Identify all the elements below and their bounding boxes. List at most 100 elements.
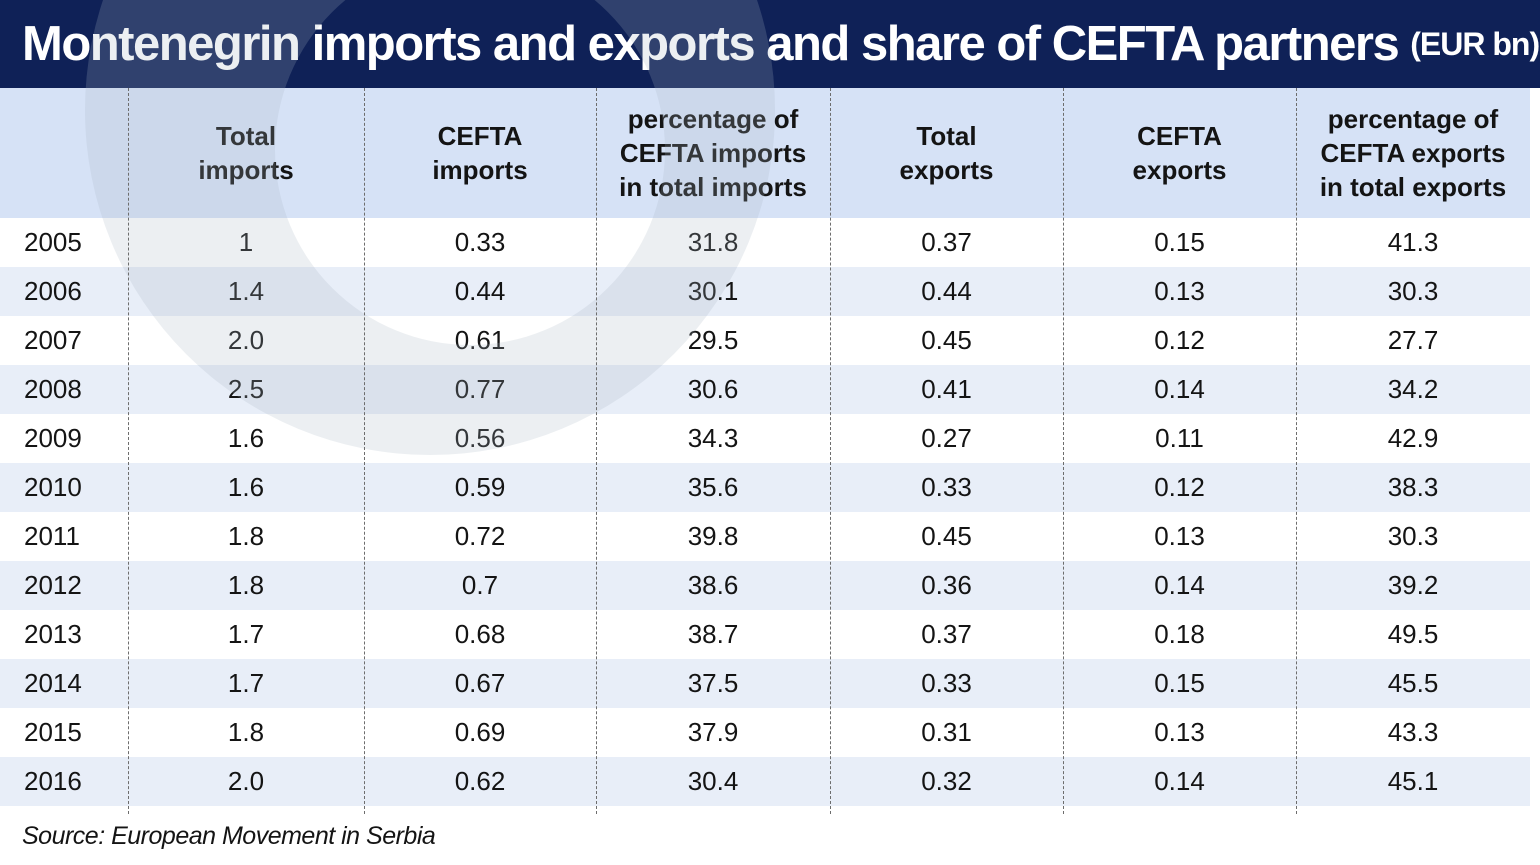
value-cell: 0.61 [454, 325, 506, 355]
value-cell: 30.3 [1387, 276, 1439, 306]
value-cell: 1.8 [227, 717, 265, 747]
table-row: 2012 1.8 0.7 38.6 0.36 0.14 39.2 [0, 561, 1530, 610]
chart-unit: (EUR bn) [1410, 25, 1540, 62]
table-body: 2005 1 0.33 31.8 0.37 0.15 41.3 2006 1.4 0.44 30.1… [0, 218, 1530, 806]
value-cell: 0.59 [454, 472, 506, 502]
value-cell: 0.32 [921, 766, 972, 796]
value-cell: 0.41 [921, 374, 972, 404]
value-cell: 39.2 [1387, 570, 1439, 600]
table-row: 2016 2.0 0.62 30.4 0.32 0.14 45.1 [0, 757, 1530, 806]
column-divider [364, 88, 365, 814]
value-cell: 0.11 [1155, 423, 1204, 453]
value-cell: 38.7 [687, 619, 739, 649]
value-cell: 0.69 [454, 717, 506, 747]
value-cell: 1 [238, 227, 254, 257]
table-row: 2015 1.8 0.69 37.9 0.31 0.13 43.3 [0, 708, 1530, 757]
data-table: Total imports CEFTA imports percentage of … [0, 88, 1530, 806]
value-cell: 42.9 [1387, 423, 1439, 453]
value-cell: 29.5 [687, 325, 739, 355]
year-cell: 2008 [24, 374, 82, 404]
value-cell: 0.37 [921, 619, 972, 649]
value-cell: 0.14 [1154, 374, 1205, 404]
value-cell: 0.44 [454, 276, 506, 306]
source-note: Source: European Movement in Serbia [22, 822, 436, 850]
year-cell: 2005 [24, 227, 82, 257]
value-cell: 0.37 [921, 227, 972, 257]
year-cell: 2013 [24, 619, 82, 649]
header-cell-blank [0, 88, 128, 218]
value-cell: 0.13 [1154, 521, 1205, 551]
value-cell: 37.5 [687, 668, 739, 698]
value-cell: 0.12 [1154, 325, 1205, 355]
value-cell: 49.5 [1387, 619, 1439, 649]
value-cell: 34.2 [1387, 374, 1439, 404]
value-cell: 0.67 [454, 668, 506, 698]
table-row: 2008 2.5 0.77 30.6 0.41 0.14 34.2 [0, 365, 1530, 414]
value-cell: 0.7 [461, 570, 499, 600]
year-cell: 2016 [24, 766, 82, 796]
value-cell: 1.6 [227, 472, 265, 502]
value-cell: 0.77 [454, 374, 506, 404]
value-cell: 0.68 [454, 619, 506, 649]
value-cell: 0.33 [454, 227, 506, 257]
table-row: 2010 1.6 0.59 35.6 0.33 0.12 38.3 [0, 463, 1530, 512]
value-cell: 0.12 [1154, 472, 1205, 502]
value-cell: 2.5 [227, 374, 265, 404]
value-cell: 2.0 [227, 325, 265, 355]
value-cell: 30.4 [687, 766, 739, 796]
value-cell: 1.8 [227, 521, 265, 551]
value-cell: 30.6 [687, 374, 739, 404]
value-cell: 38.6 [687, 570, 739, 600]
column-header: Total exports [899, 121, 994, 185]
value-cell: 0.45 [921, 521, 972, 551]
column-divider [1063, 88, 1064, 814]
value-cell: 0.14 [1154, 570, 1205, 600]
value-cell: 0.33 [921, 472, 972, 502]
value-cell: 0.27 [921, 423, 972, 453]
table-row: 2014 1.7 0.67 37.5 0.33 0.15 45.5 [0, 659, 1530, 708]
value-cell: 0.33 [921, 668, 972, 698]
value-cell: 1.7 [227, 668, 265, 698]
value-cell: 0.62 [454, 766, 506, 796]
title-bar: Montenegrin imports and exports and shar… [0, 0, 1540, 88]
value-cell: 0.72 [454, 521, 506, 551]
column-divider [596, 88, 597, 814]
chart-title: Montenegrin imports and exports and shar… [22, 17, 1400, 71]
table-header-row: Total imports CEFTA imports percentage of … [0, 88, 1530, 218]
year-cell: 2014 [24, 668, 82, 698]
value-cell: 45.1 [1387, 766, 1439, 796]
table-row: 2009 1.6 0.56 34.3 0.27 0.11 42.9 [0, 414, 1530, 463]
value-cell: 41.3 [1387, 227, 1439, 257]
value-cell: 37.9 [687, 717, 739, 747]
column-divider [128, 88, 129, 814]
value-cell: 34.3 [687, 423, 739, 453]
value-cell: 0.36 [921, 570, 972, 600]
column-header: percentage of CEFTA exports in total exp… [1319, 104, 1507, 202]
value-cell: 27.7 [1387, 325, 1439, 355]
column-divider [830, 88, 831, 814]
value-cell: 0.45 [921, 325, 972, 355]
year-cell: 2006 [24, 276, 82, 306]
value-cell: 45.5 [1387, 668, 1439, 698]
table-row: 2007 2.0 0.61 29.5 0.45 0.12 27.7 [0, 316, 1530, 365]
value-cell: 35.6 [687, 472, 739, 502]
value-cell: 1.8 [227, 570, 265, 600]
table-row: 2005 1 0.33 31.8 0.37 0.15 41.3 [0, 218, 1530, 267]
value-cell: 38.3 [1387, 472, 1439, 502]
value-cell: 30.1 [687, 276, 739, 306]
value-cell: 0.14 [1154, 766, 1205, 796]
year-cell: 2007 [24, 325, 82, 355]
year-cell: 2009 [24, 423, 82, 453]
table-row: 2013 1.7 0.68 38.7 0.37 0.18 49.5 [0, 610, 1530, 659]
value-cell: 0.56 [454, 423, 506, 453]
value-cell: 1.7 [227, 619, 265, 649]
value-cell: 0.15 [1154, 227, 1205, 257]
column-divider [1296, 88, 1297, 814]
value-cell: 0.31 [921, 717, 972, 747]
value-cell: 43.3 [1387, 717, 1439, 747]
value-cell: 0.18 [1154, 619, 1205, 649]
table-row: 2006 1.4 0.44 30.1 0.44 0.13 30.3 [0, 267, 1530, 316]
value-cell: 0.13 [1154, 717, 1205, 747]
column-header: CEFTA imports [432, 121, 528, 185]
table-row: 2011 1.8 0.72 39.8 0.45 0.13 30.3 [0, 512, 1530, 561]
